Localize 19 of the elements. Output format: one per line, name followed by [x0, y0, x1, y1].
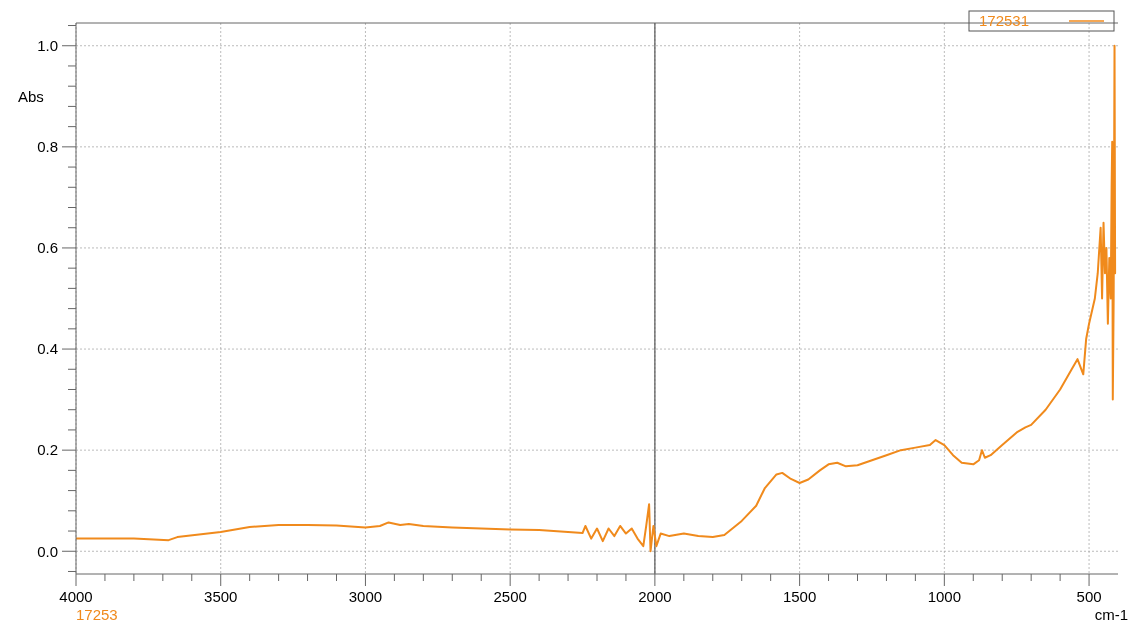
- x-axis-title: cm-1: [1094, 606, 1128, 623]
- x-tick-label: 2000: [638, 588, 672, 605]
- y-axis-title: Abs: [18, 87, 44, 105]
- x-tick-label: 1000: [927, 588, 962, 605]
- y-tick-label: 0.0: [37, 542, 58, 560]
- text: 17253: [76, 606, 118, 623]
- x-tick-label: 2500: [493, 588, 527, 605]
- x-tick-label: 3000: [348, 588, 383, 605]
- y-tick-label: 0.6: [37, 239, 58, 257]
- x-tick-label: 500: [1076, 588, 1102, 605]
- y-tick-label: 0.2: [37, 441, 58, 459]
- x-tick-label: 1500: [782, 588, 817, 605]
- line-series: [76, 44, 1117, 553]
- y-tick-label: 0.8: [37, 138, 58, 156]
- y-tick-label: 1.0: [37, 37, 58, 54]
- x-tick-label: 4000: [59, 588, 93, 605]
- y-tick-label: 0.4: [37, 340, 58, 358]
- text: 172531: [979, 12, 1030, 29]
- x-tick-label: 3500: [204, 588, 238, 605]
